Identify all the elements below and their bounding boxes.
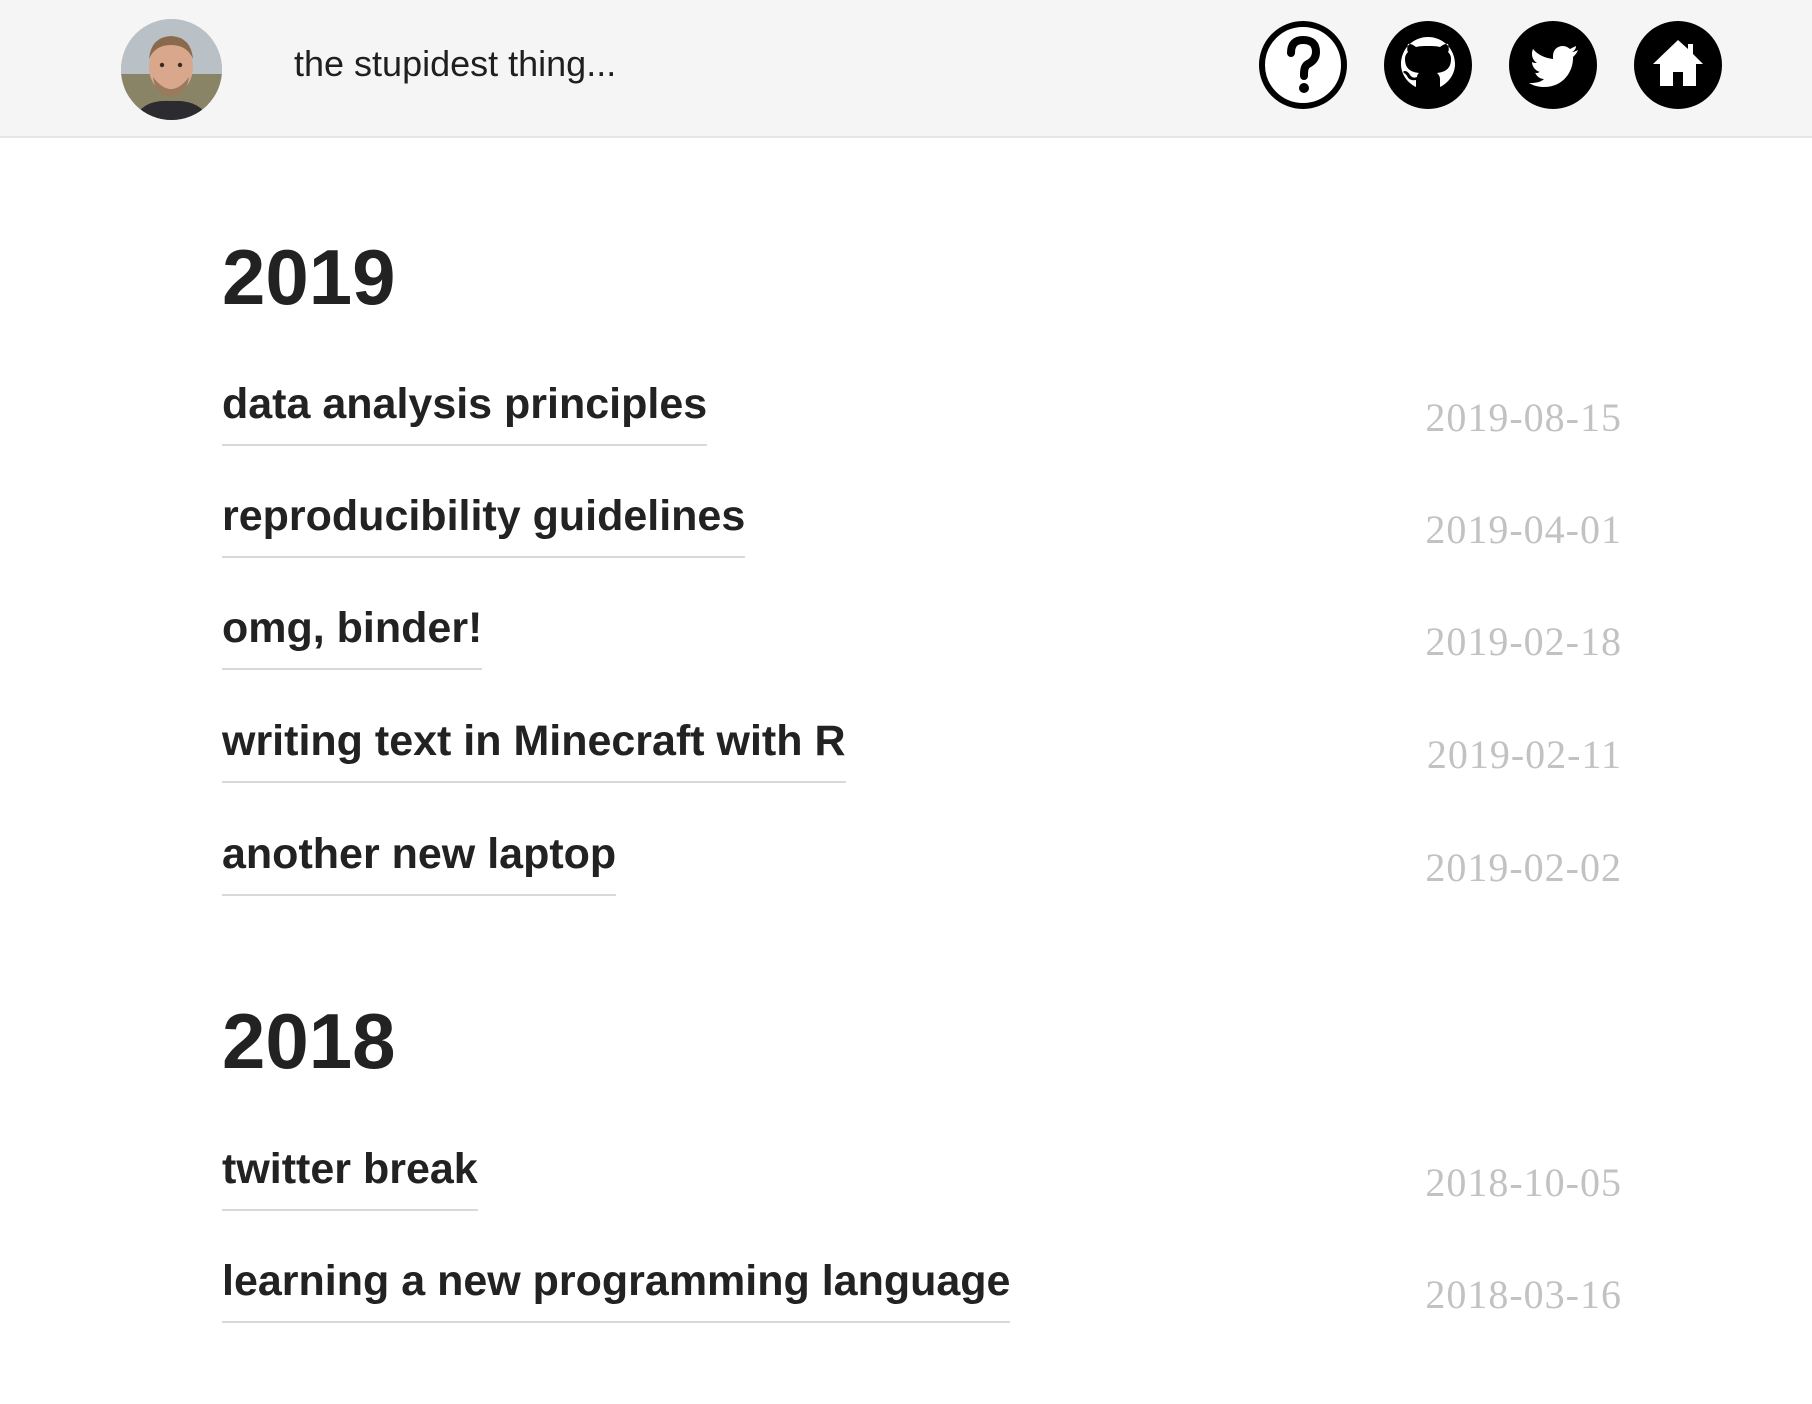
- home-icon: [1634, 21, 1722, 109]
- site-header: the stupidest thing...: [0, 0, 1812, 138]
- post-link[interactable]: learning a new programming language: [222, 1255, 1011, 1323]
- post-date: 2018-10-05: [1425, 1160, 1622, 1205]
- home-link[interactable]: [1633, 20, 1723, 110]
- year-heading: 2018: [222, 997, 396, 1085]
- post-date: 2019-02-11: [1426, 732, 1622, 777]
- post-link[interactable]: data analysis principles: [222, 378, 708, 446]
- post-date: 2019-02-02: [1425, 845, 1622, 890]
- twitter-icon: [1509, 21, 1597, 109]
- avatar[interactable]: [121, 19, 222, 120]
- post-date: 2018-03-16: [1425, 1272, 1622, 1317]
- post-date: 2019-04-01: [1425, 507, 1622, 552]
- post-link[interactable]: omg, binder!: [222, 602, 483, 670]
- question-mark-icon: [1259, 21, 1347, 109]
- post-link[interactable]: reproducibility guidelines: [222, 490, 746, 558]
- site-title[interactable]: the stupidest thing...: [294, 43, 617, 84]
- twitter-link[interactable]: [1508, 20, 1598, 110]
- github-link[interactable]: [1383, 20, 1473, 110]
- avatar-image: [121, 19, 222, 120]
- post-link[interactable]: writing text in Minecraft with R: [222, 715, 846, 783]
- post-link[interactable]: twitter break: [222, 1143, 478, 1211]
- post-date: 2019-08-15: [1425, 395, 1622, 440]
- github-icon: [1384, 21, 1472, 109]
- post-date: 2019-02-18: [1425, 619, 1622, 664]
- post-link[interactable]: another new laptop: [222, 828, 617, 896]
- year-heading: 2019: [222, 233, 396, 321]
- about-link[interactable]: [1258, 20, 1348, 110]
